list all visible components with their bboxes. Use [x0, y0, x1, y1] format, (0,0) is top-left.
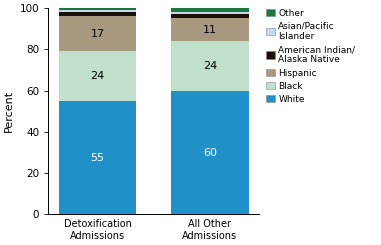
Bar [171, 12, 248, 14]
Text: 24: 24 [90, 71, 105, 81]
Bar [171, 8, 248, 12]
Bar [59, 101, 136, 214]
Bar [171, 91, 248, 214]
Y-axis label: Percent: Percent [4, 90, 14, 132]
Bar [171, 18, 248, 41]
Text: 55: 55 [91, 153, 104, 163]
Bar [59, 8, 136, 10]
Bar [59, 10, 136, 12]
Text: 17: 17 [90, 29, 105, 39]
Bar [59, 12, 136, 16]
Text: 11: 11 [203, 25, 217, 35]
Bar [171, 14, 248, 18]
Bar [59, 16, 136, 51]
Legend: Other, Asian/Pacific
Islander, American Indian/
Alaska Native, Hispanic, Black, : Other, Asian/Pacific Islander, American … [266, 9, 355, 104]
Text: 24: 24 [203, 61, 217, 71]
Text: 60: 60 [203, 147, 217, 158]
Bar [59, 51, 136, 101]
Bar [171, 41, 248, 91]
